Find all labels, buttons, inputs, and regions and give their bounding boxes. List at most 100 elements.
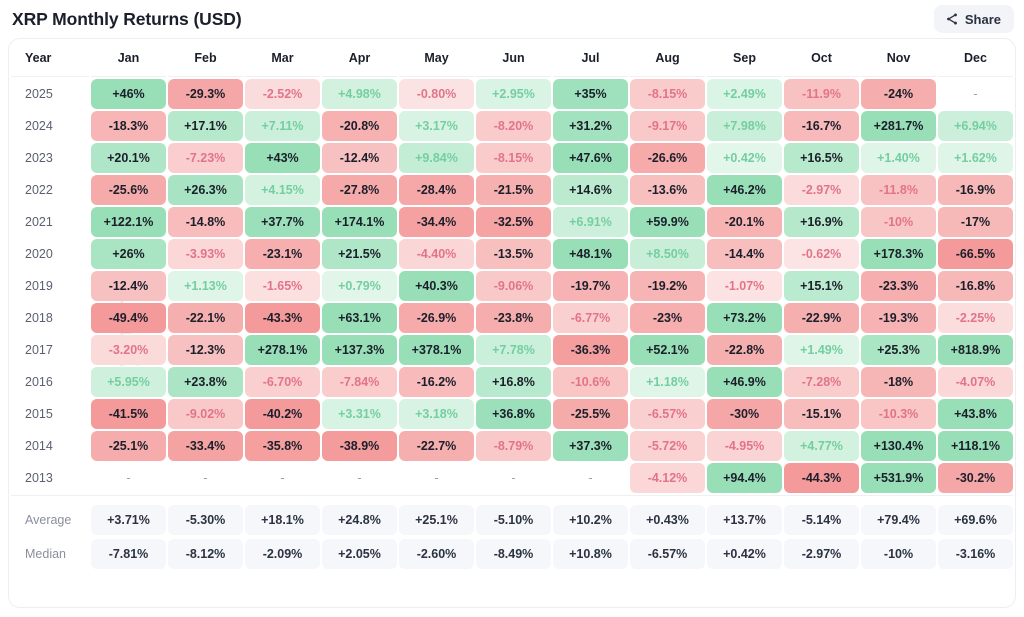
column-header-oct: Oct [784,41,859,77]
summary-cell: +13.7% [707,505,782,535]
return-cell: -10% [861,207,936,237]
return-cell: -22.8% [707,335,782,365]
return-cell: - [280,471,285,485]
return-cell: +122.1% [91,207,166,237]
return-cell: -30% [707,399,782,429]
return-cell: +63.1% [322,303,397,333]
return-cell: -2.25% [938,303,1013,333]
return-cell: -20.1% [707,207,782,237]
return-cell: +178.3% [861,239,936,269]
return-cell: -43.3% [245,303,320,333]
return-cell: -23.1% [245,239,320,269]
table-row: 2019 -12.4% +1.13% -1.65% +0.79% +40.3% -9.06%… [11,271,1013,301]
return-cell: -23% [630,303,705,333]
return-cell: -10.3% [861,399,936,429]
return-cell: +16.9% [784,207,859,237]
return-cell: -14.8% [168,207,243,237]
summary-cell: -6.57% [630,539,705,569]
return-cell: -13.5% [476,239,551,269]
column-header-nov: Nov [861,41,936,77]
return-cell: +52.1% [630,335,705,365]
return-cell: +35% [553,79,628,109]
return-cell: +1.62% [938,143,1013,173]
return-cell: +23.8% [168,367,243,397]
return-cell: - [126,471,131,485]
widget-header: XRP Monthly Returns (USD) Share [0,0,1024,38]
return-cell: -8.79% [476,431,551,461]
share-button-label: Share [964,11,1001,27]
row-year-label: 2020 [11,239,89,269]
return-cell: -6.70% [245,367,320,397]
return-cell: -18.3% [91,111,166,141]
return-cell: -32.5% [476,207,551,237]
return-cell: -30.2% [938,463,1013,493]
return-cell: +21.5% [322,239,397,269]
return-cell: - [588,471,593,485]
summary-cell: -8.12% [168,539,243,569]
column-header-jan: Jan [91,41,166,77]
return-cell: -28.4% [399,175,474,205]
return-cell: +4.15% [245,175,320,205]
table-row: 2017 -3.20% -12.3% +278.1% +137.3% +378.1% +7.… [11,335,1013,365]
table-row: 2021 +122.1% -14.8% +37.7% +174.1% -34.4% -32.… [11,207,1013,237]
column-header-jul: Jul [553,41,628,77]
return-cell: -25.1% [91,431,166,461]
return-cell: +20.1% [91,143,166,173]
return-cell: -40.2% [245,399,320,429]
return-cell: -21.5% [476,175,551,205]
return-cell: -7.84% [322,367,397,397]
return-cell: -7.23% [168,143,243,173]
return-cell: -4.40% [399,239,474,269]
summary-cell: -5.30% [168,505,243,535]
return-cell: +43% [245,143,320,173]
row-year-label: 2023 [11,143,89,173]
return-cell: -1.65% [245,271,320,301]
return-cell: -26.9% [399,303,474,333]
return-cell: -34.4% [399,207,474,237]
return-cell: -25.5% [553,399,628,429]
return-cell: +1.49% [784,335,859,365]
return-cell: +3.31% [322,399,397,429]
table-row: 2023 +20.1% -7.23% +43% -12.4% +9.84% -8.15% +4… [11,143,1013,173]
summary-cell: +2.05% [322,539,397,569]
return-cell: -33.4% [168,431,243,461]
summary-cell: -10% [861,539,936,569]
return-cell: -5.72% [630,431,705,461]
return-cell: +37.3% [553,431,628,461]
return-cell: - [511,471,516,485]
return-cell: +47.6% [553,143,628,173]
return-cell: +17.1% [168,111,243,141]
return-cell: +378.1% [399,335,474,365]
column-header-apr: Apr [322,41,397,77]
summary-row-average: Average +3.71% -5.30% +18.1% +24.8% +25.1% -5.… [11,498,1013,536]
footer-divider [11,495,1013,496]
row-year-label: 2022 [11,175,89,205]
return-cell: -19.2% [630,271,705,301]
return-cell: -8.20% [476,111,551,141]
column-header-feb: Feb [168,41,243,77]
return-cell: +40.3% [399,271,474,301]
column-header-aug: Aug [630,41,705,77]
page-title: XRP Monthly Returns (USD) [12,8,242,29]
return-cell: -12.4% [91,271,166,301]
return-cell: +531.9% [861,463,936,493]
return-cell: -38.9% [322,431,397,461]
return-cell: +15.1% [784,271,859,301]
summary-cell: +0.43% [630,505,705,535]
return-cell: +8.50% [630,239,705,269]
return-cell: -22.7% [399,431,474,461]
return-cell: -11.9% [784,79,859,109]
return-cell: -2.52% [245,79,320,109]
column-header-may: May [399,41,474,77]
share-button[interactable]: Share [933,5,1014,33]
return-cell: +43.8% [938,399,1013,429]
summary-cell: -5.14% [784,505,859,535]
return-cell: -35.8% [245,431,320,461]
return-cell: -36.3% [553,335,628,365]
return-cell: +16.5% [784,143,859,173]
summary-cell: -2.60% [399,539,474,569]
return-cell: -23.8% [476,303,551,333]
return-cell: +1.18% [630,367,705,397]
summary-cell: -2.97% [784,539,859,569]
return-cell: -25.6% [91,175,166,205]
